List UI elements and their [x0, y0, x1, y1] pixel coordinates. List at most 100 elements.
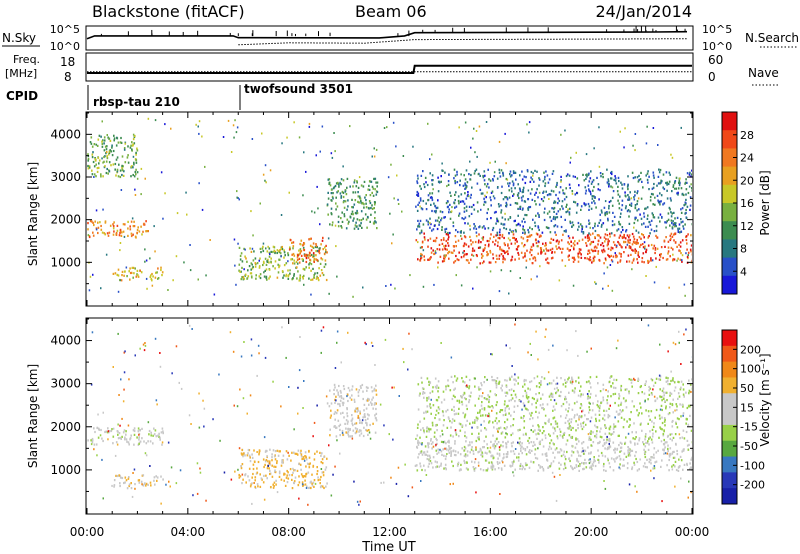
data-cell: [125, 438, 128, 441]
data-cell: [671, 425, 674, 428]
data-cell: [355, 388, 358, 391]
data-cell: [93, 176, 95, 178]
data-cell: [605, 389, 607, 392]
data-cell: [469, 196, 472, 199]
data-cell: [419, 392, 421, 395]
data-cell: [538, 235, 541, 238]
data-cell: [600, 175, 602, 178]
data-cell: [110, 164, 112, 167]
data-cell: [269, 472, 272, 475]
data-cell: [678, 458, 680, 461]
data-cell: [673, 456, 676, 459]
data-cell: [117, 268, 120, 271]
data-cell: [648, 235, 650, 238]
data-cell: [520, 400, 522, 403]
data-cell: [629, 246, 632, 249]
data-cell: [627, 446, 629, 449]
data-cell: [423, 236, 426, 239]
data-cell: [374, 402, 376, 405]
data-cell: [464, 178, 467, 181]
data-cell: [316, 450, 318, 453]
data-cell: [517, 251, 519, 255]
data-cell: [580, 208, 582, 211]
data-cell: [502, 249, 504, 252]
data-cell: [550, 257, 553, 260]
data-cell: [437, 451, 440, 454]
data-cell: [463, 255, 465, 258]
data-cell: [449, 191, 451, 194]
data-cell: [368, 403, 370, 406]
data-cell: [441, 169, 443, 172]
data-cell: [619, 130, 621, 133]
data-cell: [535, 393, 537, 396]
data-cell: [432, 239, 435, 242]
data-cell: [356, 410, 358, 413]
data-cell: [347, 420, 349, 423]
data-cell: [464, 434, 466, 438]
data-cell: [196, 492, 199, 495]
data-cell: [140, 480, 143, 483]
data-cell: [191, 328, 193, 330]
data-cell: [497, 241, 499, 244]
data-cell: [424, 453, 426, 456]
data-cell: [494, 381, 497, 384]
data-cell: [580, 256, 583, 259]
station-title: Blackstone (fitACF): [92, 2, 245, 21]
data-cell: [437, 176, 439, 179]
data-cell: [574, 446, 577, 449]
data-cell: [236, 126, 239, 129]
data-cell: [351, 210, 354, 213]
data-cell: [436, 461, 438, 464]
data-cell: [489, 324, 491, 327]
data-cell: [602, 388, 605, 391]
data-cell: [108, 170, 111, 173]
data-cell: [641, 223, 643, 226]
data-cell: [535, 433, 537, 436]
data-cell: [104, 155, 106, 158]
data-cell: [119, 169, 122, 172]
data-cell: [463, 242, 466, 245]
data-cell: [161, 443, 163, 446]
data-cell: [458, 401, 461, 404]
data-cell: [443, 467, 445, 470]
data-cell: [504, 132, 506, 135]
data-cell: [608, 437, 611, 441]
cpid-segment-2: twofsound 3501: [244, 82, 353, 96]
data-cell: [577, 252, 579, 255]
data-cell: [672, 450, 674, 454]
data-cell: [459, 423, 462, 426]
data-cell: [308, 122, 311, 125]
data-cell: [654, 248, 657, 251]
data-cell: [264, 269, 266, 272]
data-cell: [488, 398, 490, 401]
data-cell: [262, 173, 265, 176]
data-cell: [368, 188, 371, 191]
data-cell: [590, 207, 593, 210]
data-cell: [429, 196, 432, 199]
data-cell: [568, 427, 570, 430]
data-cell: [639, 213, 641, 216]
data-cell: [359, 224, 362, 227]
data-cell: [465, 424, 467, 427]
data-cell: [578, 454, 580, 457]
data-cell: [563, 192, 566, 195]
data-cell: [101, 437, 103, 440]
data-cell: [476, 426, 479, 429]
data-cell: [134, 194, 137, 196]
data-cell: [596, 403, 599, 407]
data-cell: [140, 225, 142, 228]
data-cell: [447, 242, 449, 245]
data-cell: [521, 452, 523, 455]
data-cell: [411, 486, 414, 489]
data-cell: [104, 145, 107, 148]
data-cell: [525, 396, 528, 399]
data-cell: [671, 222, 673, 225]
data-cell: [120, 437, 122, 440]
data-cell: [335, 426, 338, 429]
data-cell: [581, 238, 584, 241]
data-cell: [638, 468, 640, 471]
data-cell: [649, 430, 651, 433]
data-cell: [580, 425, 583, 428]
data-cell: [570, 426, 572, 429]
data-cell: [555, 447, 558, 450]
